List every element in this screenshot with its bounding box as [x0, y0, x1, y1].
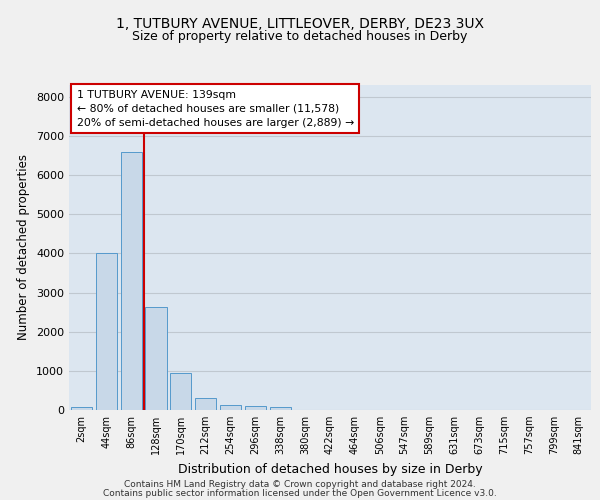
Bar	[145, 308, 167, 410]
Text: 1, TUTBURY AVENUE, LITTLEOVER, DERBY, DE23 3UX: 1, TUTBURY AVENUE, LITTLEOVER, DERBY, DE…	[116, 18, 484, 32]
Bar	[170, 373, 191, 410]
Bar	[71, 407, 92, 410]
Bar	[270, 407, 291, 410]
Bar	[195, 398, 216, 410]
Bar	[96, 254, 117, 410]
Bar	[121, 152, 142, 410]
Y-axis label: Number of detached properties: Number of detached properties	[17, 154, 31, 340]
Text: 1 TUTBURY AVENUE: 139sqm
← 80% of detached houses are smaller (11,578)
20% of se: 1 TUTBURY AVENUE: 139sqm ← 80% of detach…	[77, 90, 354, 128]
Bar	[245, 406, 266, 410]
Bar	[220, 404, 241, 410]
Text: Contains public sector information licensed under the Open Government Licence v3: Contains public sector information licen…	[103, 488, 497, 498]
Text: Contains HM Land Registry data © Crown copyright and database right 2024.: Contains HM Land Registry data © Crown c…	[124, 480, 476, 489]
Text: Size of property relative to detached houses in Derby: Size of property relative to detached ho…	[133, 30, 467, 43]
X-axis label: Distribution of detached houses by size in Derby: Distribution of detached houses by size …	[178, 462, 482, 475]
